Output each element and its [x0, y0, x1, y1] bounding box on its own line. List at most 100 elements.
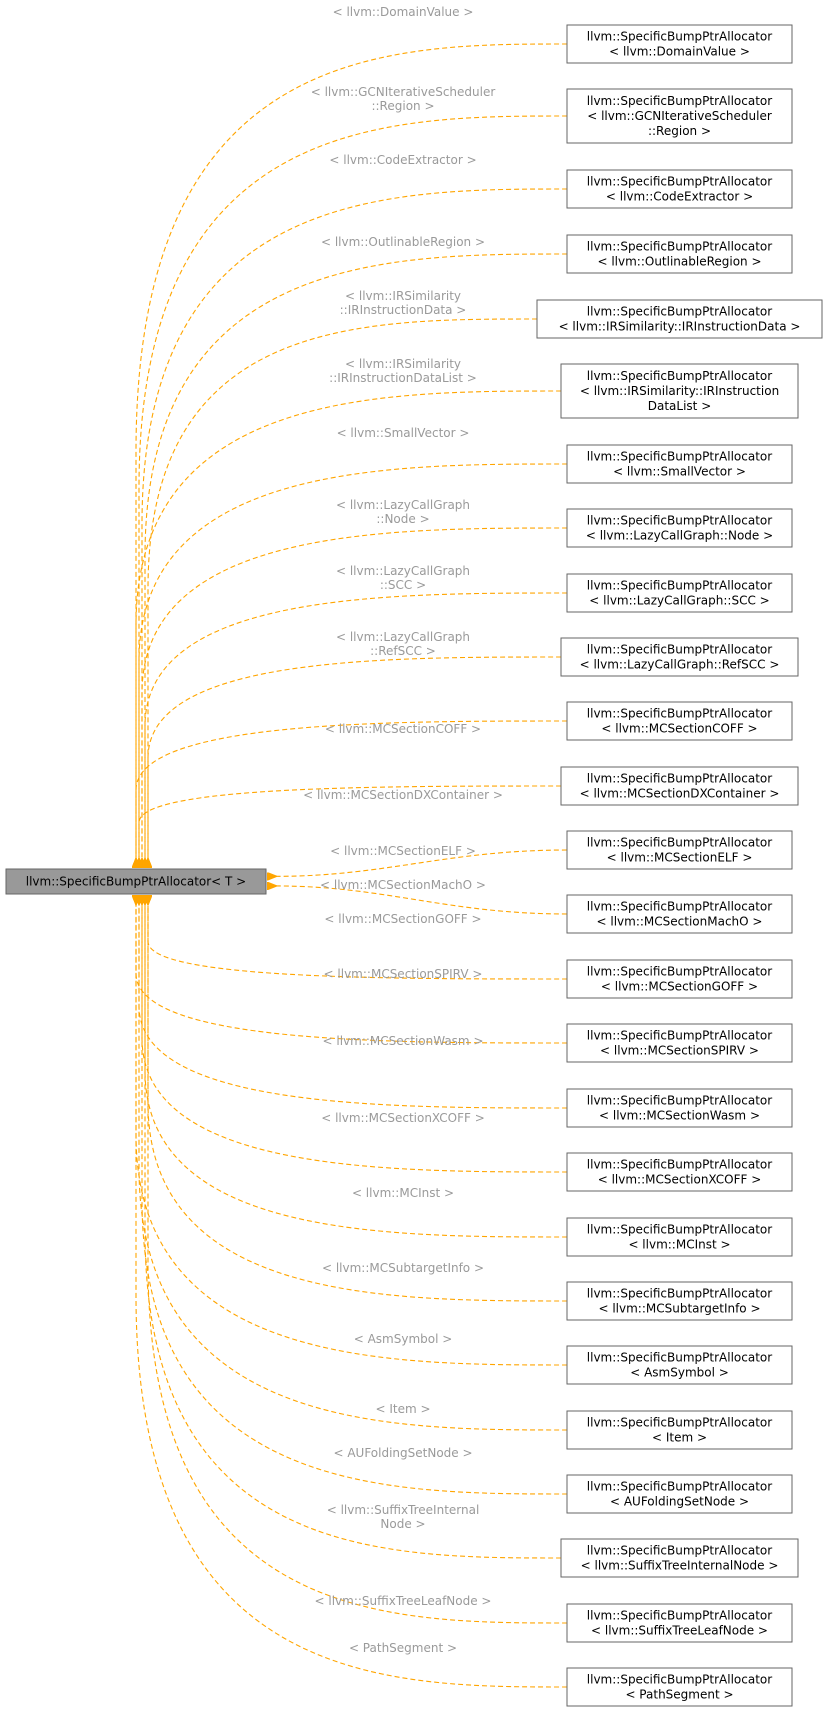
edge-template-label: < llvm::MCInst > — [352, 1186, 454, 1200]
derived-class-node[interactable]: llvm::SpecificBumpPtrAllocator< llvm::MC… — [566, 894, 793, 934]
derived-class-node-box — [566, 1088, 793, 1128]
edge-label-layer: < llvm::DomainValue >< llvm::GCNIterativ… — [303, 5, 503, 1655]
derived-class-node-label: llvm::SpecificBumpPtrAllocator — [587, 450, 772, 464]
derived-class-node-label: < llvm::MCSectionDXContainer > — [580, 787, 780, 801]
derived-class-node-label: < AUFoldingSetNode > — [610, 1495, 749, 1509]
derived-class-node-label: llvm::SpecificBumpPtrAllocator — [587, 1416, 772, 1430]
derived-class-node[interactable]: llvm::SpecificBumpPtrAllocator< llvm::Sm… — [566, 444, 793, 484]
derived-class-node-box — [566, 1667, 793, 1707]
derived-class-node-box — [560, 1538, 799, 1578]
inheritance-edge — [276, 849, 568, 876]
derived-class-node[interactable]: llvm::SpecificBumpPtrAllocator< llvm::MC… — [566, 959, 793, 999]
derived-class-node[interactable]: llvm::SpecificBumpPtrAllocator< llvm::Do… — [566, 24, 793, 64]
derived-class-node-label: < llvm::IRSimilarity::IRInstructionData … — [559, 320, 801, 334]
derived-class-node[interactable]: llvm::SpecificBumpPtrAllocator< llvm::MC… — [566, 1023, 793, 1063]
derived-class-node-label: llvm::SpecificBumpPtrAllocator — [587, 1609, 772, 1623]
derived-class-node[interactable]: llvm::SpecificBumpPtrAllocator< llvm::MC… — [560, 766, 799, 806]
derived-class-node-box — [566, 1281, 793, 1321]
derived-class-node-label: llvm::SpecificBumpPtrAllocator — [587, 1480, 772, 1494]
derived-class-node[interactable]: llvm::SpecificBumpPtrAllocator< llvm::MC… — [566, 1217, 793, 1257]
derived-class-node-label: < llvm::MCSectionCOFF > — [601, 722, 757, 736]
inheritance-edge — [148, 904, 568, 1302]
derived-class-node-box — [566, 1474, 793, 1514]
derived-class-node[interactable]: llvm::SpecificBumpPtrAllocator< llvm::MC… — [566, 1152, 793, 1192]
edge-template-label: < PathSegment > — [349, 1641, 457, 1655]
edge-template-label: < llvm::OutlinableRegion > — [321, 235, 485, 249]
edge-template-label: < AUFoldingSetNode > — [333, 1446, 472, 1460]
derived-class-node[interactable]: llvm::SpecificBumpPtrAllocator< Item > — [566, 1410, 793, 1450]
derived-class-node-label: llvm::SpecificBumpPtrAllocator — [587, 836, 772, 850]
edge-template-label: < AsmSymbol > — [354, 1332, 453, 1346]
derived-class-node[interactable]: llvm::SpecificBumpPtrAllocator< llvm::Su… — [560, 1538, 799, 1578]
inheritance-edge — [136, 904, 568, 1044]
derived-class-node[interactable]: llvm::SpecificBumpPtrAllocator< llvm::MC… — [566, 1088, 793, 1128]
derived-class-node-box — [566, 88, 793, 144]
derived-class-node-label: llvm::SpecificBumpPtrAllocator — [587, 1029, 772, 1043]
derived-class-node-box — [566, 1217, 793, 1257]
derived-class-node-box — [566, 959, 793, 999]
derived-class-node-label: < Item > — [652, 1431, 707, 1445]
derived-class-node[interactable]: llvm::SpecificBumpPtrAllocator< llvm::IR… — [560, 363, 799, 419]
derived-class-node-box — [566, 573, 793, 613]
derived-class-node[interactable]: llvm::SpecificBumpPtrAllocator< llvm::La… — [566, 573, 793, 613]
derived-class-node-label: < llvm::SuffixTreeLeafNode > — [591, 1624, 768, 1638]
derived-class-node-label: ::Region > — [648, 124, 711, 138]
derived-class-node-label: llvm::SpecificBumpPtrAllocator — [587, 1673, 772, 1687]
inheritance-edge — [139, 785, 562, 859]
derived-class-node[interactable]: llvm::SpecificBumpPtrAllocator< AUFoldin… — [566, 1474, 793, 1514]
derived-class-node-label: < llvm::OutlinableRegion > — [597, 255, 761, 269]
derived-class-node[interactable]: llvm::SpecificBumpPtrAllocator< llvm::Ou… — [566, 234, 793, 274]
edge-template-label: < llvm::DomainValue > — [333, 5, 474, 19]
derived-class-node[interactable]: llvm::SpecificBumpPtrAllocator< llvm::Co… — [566, 169, 793, 209]
derived-class-node-label: llvm::SpecificBumpPtrAllocator — [587, 772, 772, 786]
inheritance-edge — [136, 904, 568, 1688]
derived-class-node-label: llvm::SpecificBumpPtrAllocator — [587, 1158, 772, 1172]
inheritance-edge — [148, 656, 562, 859]
derived-class-node[interactable]: llvm::SpecificBumpPtrAllocator< llvm::MC… — [566, 701, 793, 741]
root-node[interactable]: llvm::SpecificBumpPtrAllocator< T > — [5, 868, 267, 895]
derived-class-node-label: llvm::SpecificBumpPtrAllocator — [587, 30, 772, 44]
root-node-label: llvm::SpecificBumpPtrAllocator< T > — [26, 875, 247, 889]
derived-class-node[interactable]: llvm::SpecificBumpPtrAllocator< PathSegm… — [566, 1667, 793, 1707]
derived-class-node[interactable]: llvm::SpecificBumpPtrAllocator< llvm::IR… — [536, 299, 823, 339]
derived-class-node-box — [566, 1023, 793, 1063]
edge-template-label: < llvm::MCSectionGOFF > — [324, 912, 481, 926]
edge-template-label: < llvm::LazyCallGraph — [336, 564, 470, 578]
derived-class-node[interactable]: llvm::SpecificBumpPtrAllocator< llvm::GC… — [566, 88, 793, 144]
derived-class-node-box — [566, 169, 793, 209]
derived-class-node[interactable]: llvm::SpecificBumpPtrAllocator< AsmSymbo… — [566, 1345, 793, 1385]
derived-class-node[interactable]: llvm::SpecificBumpPtrAllocator< llvm::La… — [560, 637, 799, 677]
derived-class-node-label: llvm::SpecificBumpPtrAllocator — [587, 1544, 772, 1558]
inheritance-edge — [142, 904, 568, 1495]
derived-class-node-box — [566, 1345, 793, 1385]
derived-class-node-label: llvm::SpecificBumpPtrAllocator — [587, 94, 772, 108]
inheritance-edge — [139, 463, 568, 859]
derived-class-node[interactable]: llvm::SpecificBumpPtrAllocator< llvm::Su… — [566, 1603, 793, 1643]
edge-template-label: < llvm::IRSimilarity — [345, 357, 461, 371]
derived-class-node-label: llvm::SpecificBumpPtrAllocator — [587, 514, 772, 528]
derived-class-node-label: llvm::SpecificBumpPtrAllocator — [587, 643, 772, 657]
edge-template-label: ::IRInstructionDataList > — [329, 371, 477, 385]
derived-class-node[interactable]: llvm::SpecificBumpPtrAllocator< llvm::MC… — [566, 830, 793, 870]
inheritance-edge — [142, 527, 568, 859]
derived-class-node[interactable]: llvm::SpecificBumpPtrAllocator< llvm::MC… — [566, 1281, 793, 1321]
edge-template-label: < llvm::SuffixTreeLeafNode > — [315, 1594, 492, 1608]
edge-template-label: < llvm::SuffixTreeInternal — [327, 1503, 480, 1517]
derived-class-node-label: llvm::SpecificBumpPtrAllocator — [587, 1223, 772, 1237]
edge-template-label: < llvm::MCSectionELF > — [330, 844, 476, 858]
node-layer: llvm::SpecificBumpPtrAllocator < llvm::Do… — [536, 24, 823, 1707]
edge-template-label: < llvm::IRSimilarity — [345, 289, 461, 303]
edge-template-label: < llvm::MCSectionSPIRV > — [324, 967, 483, 981]
derived-class-node-label: llvm::SpecificBumpPtrAllocator — [587, 369, 772, 383]
edge-template-label: < llvm::LazyCallGraph — [336, 498, 470, 512]
derived-class-node-label: < llvm::LazyCallGraph::Node > — [586, 529, 773, 543]
derived-class-node-box — [566, 444, 793, 484]
derived-class-node-label: < llvm::GCNIterativeScheduler — [587, 109, 772, 123]
derived-class-node[interactable]: llvm::SpecificBumpPtrAllocator< llvm::La… — [566, 508, 793, 548]
edge-template-label: < llvm::MCSectionMachO > — [320, 878, 486, 892]
derived-class-node-label: < llvm::SuffixTreeInternalNode > — [581, 1559, 779, 1573]
inheritance-edge — [139, 904, 568, 1431]
inheritance-edge — [145, 904, 562, 1559]
derived-class-node-label: < llvm::MCInst > — [628, 1238, 730, 1252]
